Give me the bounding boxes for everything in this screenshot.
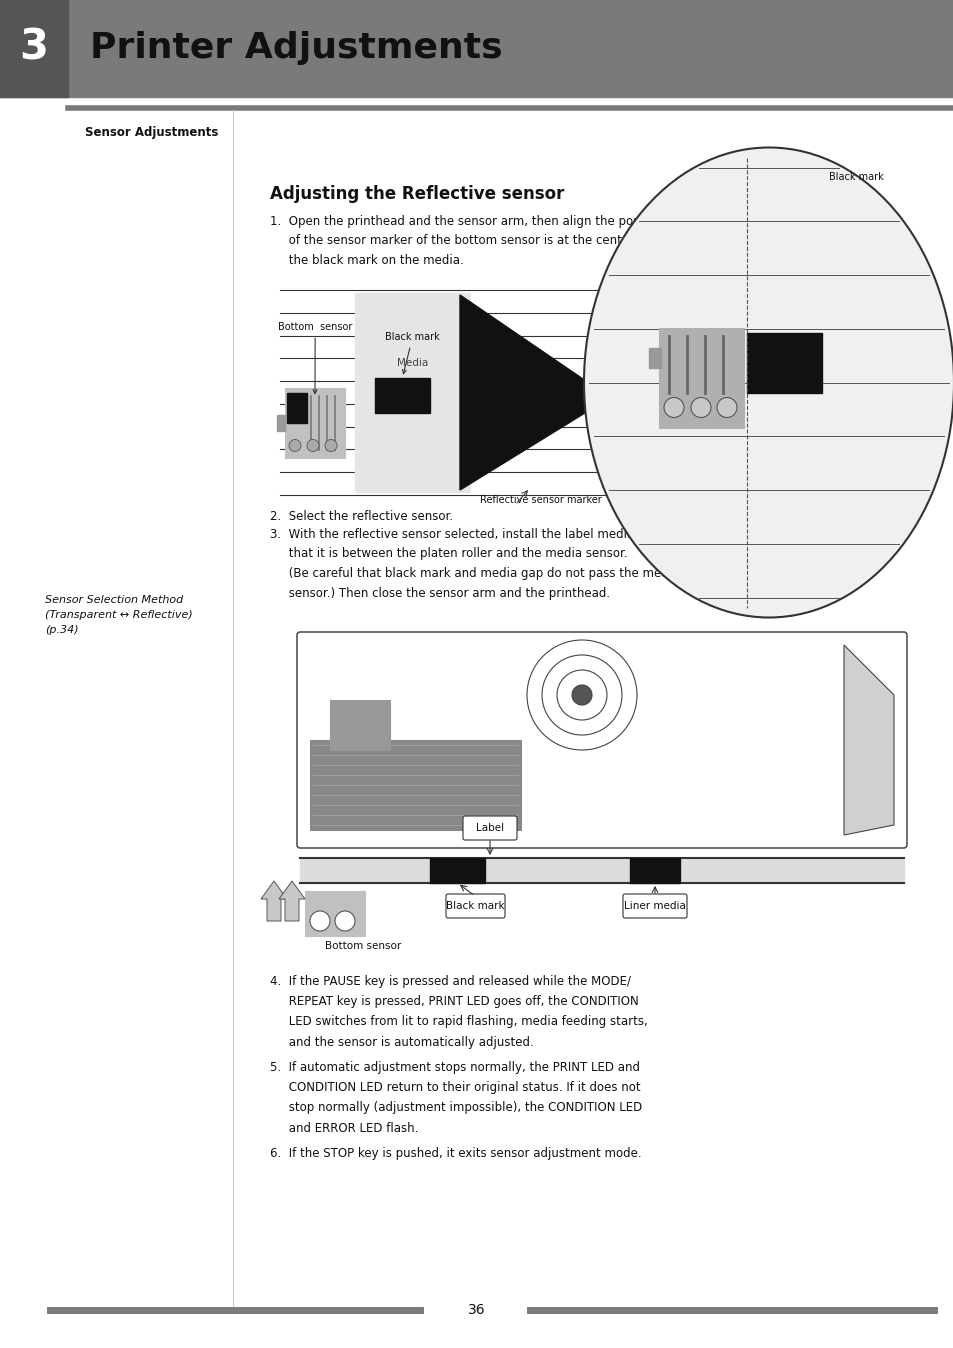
Text: 3.  With the reflective sensor selected, install the label media so: 3. With the reflective sensor selected, … bbox=[270, 528, 651, 541]
Text: Sensor Adjustments: Sensor Adjustments bbox=[85, 125, 218, 139]
FancyBboxPatch shape bbox=[446, 894, 504, 918]
Polygon shape bbox=[843, 644, 893, 834]
Bar bbox=[330, 700, 390, 749]
Circle shape bbox=[335, 911, 355, 931]
Text: LED switches from lit to rapid flashing, media feeding starts,: LED switches from lit to rapid flashing,… bbox=[270, 1015, 647, 1029]
Circle shape bbox=[717, 398, 737, 418]
Bar bbox=[375, 377, 430, 412]
Bar bbox=[629, 857, 679, 883]
Text: Bottom  sensor: Bottom sensor bbox=[277, 322, 352, 394]
Circle shape bbox=[310, 911, 330, 931]
Bar bbox=[285, 387, 345, 457]
Bar bbox=[355, 293, 470, 492]
Text: REPEAT key is pressed, PRINT LED goes off, the CONDITION: REPEAT key is pressed, PRINT LED goes of… bbox=[270, 995, 639, 1008]
Circle shape bbox=[572, 685, 592, 705]
FancyBboxPatch shape bbox=[462, 816, 517, 840]
Text: Sensor Selection Method
(Transparent ↔ Reflective)
(p.34): Sensor Selection Method (Transparent ↔ R… bbox=[45, 594, 193, 635]
Bar bbox=[305, 891, 365, 936]
Text: Liner media: Liner media bbox=[623, 900, 685, 911]
Bar bbox=[0, 0, 953, 97]
Bar bbox=[430, 857, 484, 883]
Text: Black mark: Black mark bbox=[828, 173, 882, 182]
FancyBboxPatch shape bbox=[296, 632, 906, 848]
Ellipse shape bbox=[583, 147, 953, 617]
Text: Adjusting the Reflective sensor: Adjusting the Reflective sensor bbox=[270, 185, 564, 204]
Circle shape bbox=[307, 439, 318, 452]
Text: the black mark on the media.: the black mark on the media. bbox=[270, 253, 463, 267]
Polygon shape bbox=[459, 295, 609, 491]
Text: Bottom sensor: Bottom sensor bbox=[325, 941, 401, 950]
Circle shape bbox=[690, 398, 710, 418]
Text: 1.  Open the printhead and the sensor arm, then align the position: 1. Open the printhead and the sensor arm… bbox=[270, 214, 664, 228]
Circle shape bbox=[289, 439, 301, 452]
Text: Media: Media bbox=[396, 357, 428, 368]
Bar bbox=[299, 857, 903, 883]
Text: of the sensor marker of the bottom sensor is at the center of: of the sensor marker of the bottom senso… bbox=[270, 235, 648, 248]
FancyBboxPatch shape bbox=[622, 894, 686, 918]
Bar bbox=[648, 348, 660, 368]
Text: 6.  If the STOP key is pushed, it exits sensor adjustment mode.: 6. If the STOP key is pushed, it exits s… bbox=[270, 1147, 641, 1161]
Text: (Be careful that black mark and media gap do not pass the media: (Be careful that black mark and media ga… bbox=[270, 568, 679, 580]
Text: Printer Adjustments: Printer Adjustments bbox=[90, 31, 502, 65]
Text: 2.  Select the reflective sensor.: 2. Select the reflective sensor. bbox=[270, 510, 453, 523]
Text: Black mark: Black mark bbox=[445, 900, 504, 911]
Text: 36: 36 bbox=[468, 1304, 485, 1317]
Text: 4.  If the PAUSE key is pressed and released while the MODE/: 4. If the PAUSE key is pressed and relea… bbox=[270, 975, 630, 988]
Polygon shape bbox=[278, 882, 305, 921]
Text: and the sensor is automatically adjusted.: and the sensor is automatically adjusted… bbox=[270, 1035, 533, 1049]
Bar bbox=[0, 0, 68, 97]
Text: sensor.) Then close the sensor arm and the printhead.: sensor.) Then close the sensor arm and t… bbox=[270, 586, 610, 600]
Bar bbox=[659, 328, 743, 427]
Text: stop normally (adjustment impossible), the CONDITION LED: stop normally (adjustment impossible), t… bbox=[270, 1101, 641, 1115]
Text: Black mark: Black mark bbox=[385, 333, 439, 373]
Bar bbox=[276, 414, 285, 430]
Bar bbox=[310, 740, 521, 830]
Text: CONDITION LED return to their original status. If it does not: CONDITION LED return to their original s… bbox=[270, 1081, 640, 1095]
Text: 3: 3 bbox=[19, 27, 49, 69]
Text: 5.  If automatic adjustment stops normally, the PRINT LED and: 5. If automatic adjustment stops normall… bbox=[270, 1061, 639, 1074]
Bar bbox=[287, 392, 307, 422]
Text: that it is between the platen roller and the media sensor.: that it is between the platen roller and… bbox=[270, 547, 627, 561]
Circle shape bbox=[663, 398, 683, 418]
Text: Reflective sensor marker: Reflective sensor marker bbox=[479, 495, 601, 506]
Text: Label: Label bbox=[476, 824, 503, 833]
Text: and ERROR LED flash.: and ERROR LED flash. bbox=[270, 1122, 418, 1135]
Circle shape bbox=[325, 439, 336, 452]
Polygon shape bbox=[261, 882, 287, 921]
Bar bbox=[746, 333, 821, 392]
